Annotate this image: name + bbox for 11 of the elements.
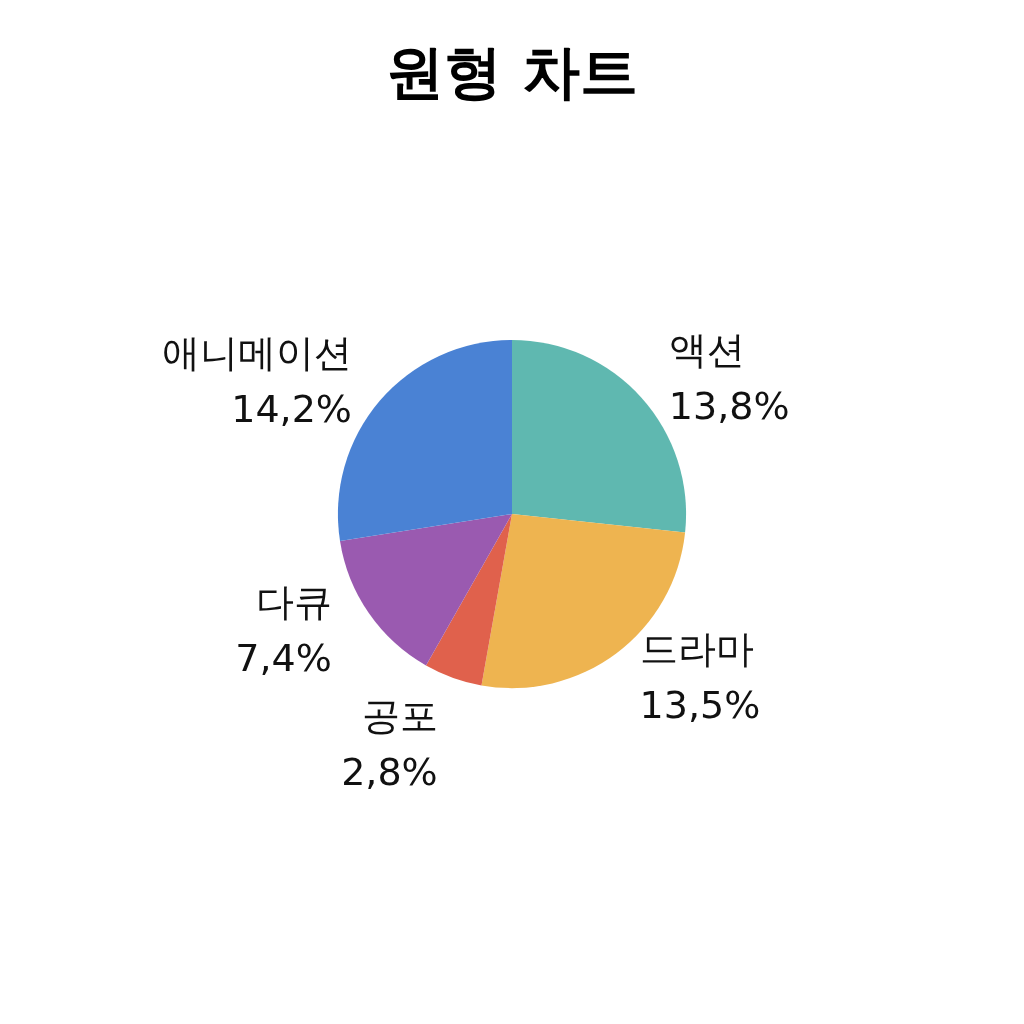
data-label: 14,2% xyxy=(231,387,352,432)
chart-title: 원형 차트 xyxy=(385,38,639,106)
slice-label: 다큐 xyxy=(255,580,332,625)
data-label: 2,8% xyxy=(341,750,438,795)
data-label: 13,5% xyxy=(639,683,761,728)
slice-label: 액션 xyxy=(668,327,745,372)
slice-label: 공포 xyxy=(361,694,438,739)
data-label: 7,4% xyxy=(235,636,332,681)
slice-label: 드라마 xyxy=(639,627,754,672)
data-label: 13,8% xyxy=(668,383,790,428)
slice-label: 애니메이션 xyxy=(161,331,352,376)
